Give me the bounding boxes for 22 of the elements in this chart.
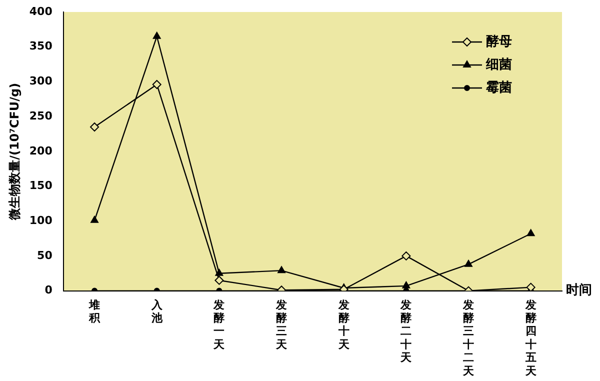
x-tick-label: 发酵四十五天 [524,298,538,378]
x-tick-label: 发酵一天 [212,298,226,351]
x-axis-title: 时间 [566,283,592,298]
y-tick-label: 300 [29,74,53,88]
y-tick-label: 100 [29,214,53,227]
x-tick-label: 发酵十天 [337,298,350,351]
x-tick-label: 发酵三十二天 [462,298,476,378]
y-tick-label: 0 [44,284,53,297]
y-tick-label: 50 [37,248,53,262]
legend-label: 酵母 [486,34,512,50]
legend-label: 细菌 [485,57,512,72]
y-tick-label: 150 [29,179,53,192]
y-tick-label: 200 [29,144,53,158]
x-tick-label: 入池 [150,298,164,324]
y-tick-label: 250 [29,109,53,122]
x-tick-label: 发酵二十天 [400,298,413,364]
x-tick-label: 堆积 [88,298,102,324]
y-tick-label: 350 [29,40,53,53]
x-tick-label: 发酵三天 [275,298,288,351]
y-tick-label: 400 [29,4,53,18]
legend-label: 霉菌 [486,80,512,96]
y-axis-title: 微生物数量/(10⁷CFU/g) [7,82,22,221]
